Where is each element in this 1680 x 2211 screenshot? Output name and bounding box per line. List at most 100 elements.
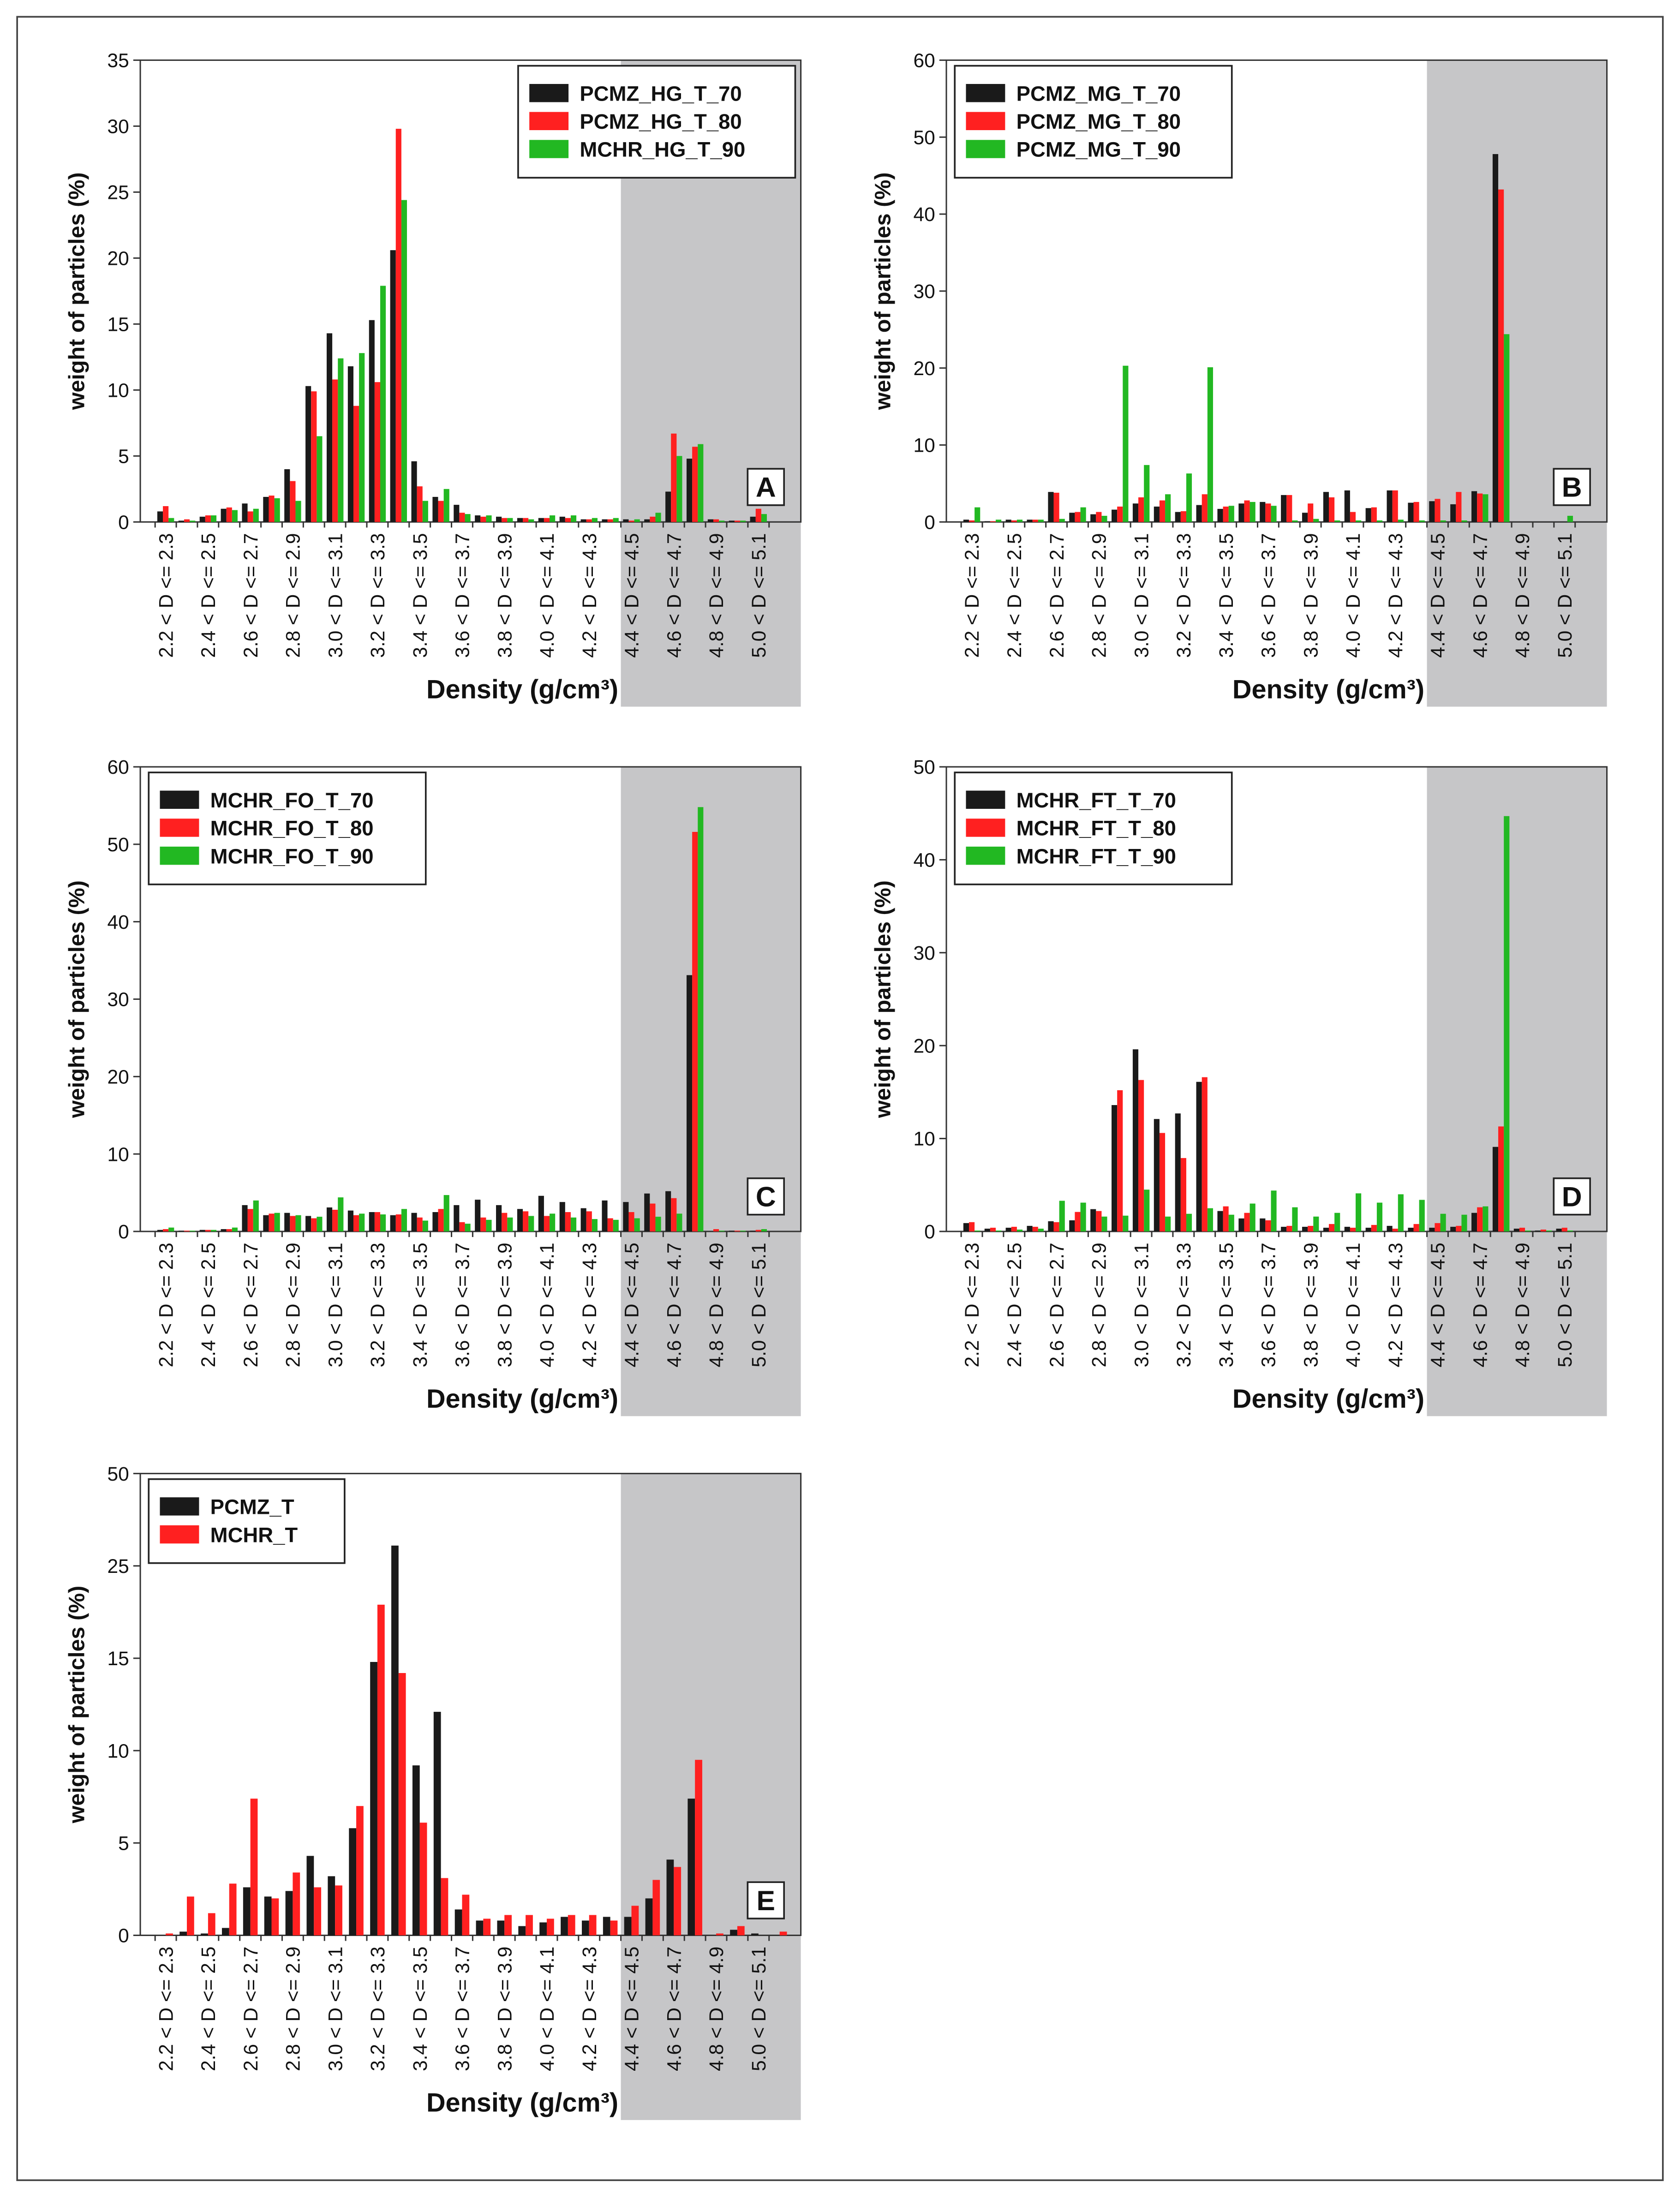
x-tick-label: 4.8 < D <= 4.9 [705, 1947, 727, 2071]
legend-text: MCHR_T [210, 1523, 298, 1547]
bar [1053, 492, 1059, 522]
bar [1228, 506, 1234, 522]
x-tick-label: 3.0 < D <= 3.1 [1130, 1243, 1152, 1367]
bar [1328, 1224, 1335, 1231]
x-tick-label: 3.4 < D <= 3.5 [1215, 1243, 1237, 1367]
bar [628, 1212, 634, 1231]
bar [1154, 1119, 1160, 1231]
bar [1011, 520, 1017, 522]
bar [963, 520, 969, 522]
bar [247, 1209, 253, 1231]
bar [328, 1876, 335, 1936]
bar [486, 1219, 492, 1231]
bar [1217, 1211, 1223, 1231]
bar [644, 519, 650, 522]
bar [528, 519, 534, 522]
bar [186, 1896, 194, 1936]
bar [1101, 1216, 1107, 1231]
x-tick-label: 5.0 < D <= 5.1 [1554, 1243, 1576, 1367]
plot-frame [139, 1473, 802, 1936]
bar [528, 1216, 534, 1231]
bar [1048, 492, 1054, 522]
bar [550, 515, 556, 522]
bar [568, 1915, 575, 1936]
bar [502, 518, 508, 522]
panel: 0 10 20 30 40 50 60 2.2 < D <= 2.3 2.4 < D <= 2.… [65, 756, 802, 1416]
bar [592, 1219, 598, 1231]
bar [729, 520, 735, 522]
bar [1080, 1202, 1086, 1231]
bar [565, 518, 571, 522]
bar [628, 520, 634, 522]
bar [326, 1207, 333, 1231]
bar [1075, 512, 1081, 522]
bar [269, 1213, 275, 1231]
bar [475, 1200, 481, 1231]
panel-label-box [747, 1177, 785, 1216]
bar [229, 1883, 237, 1936]
bar [586, 1211, 592, 1231]
x-axis-title: Density (g/cm³) [426, 2088, 618, 2118]
x-tick-label: 3.6 < D <= 3.7 [1258, 533, 1279, 658]
y-tick-label: 10 [108, 1740, 129, 1762]
y-tick-label: 15 [108, 1648, 129, 1669]
y-tick-label: 40 [914, 849, 935, 871]
bar [671, 433, 677, 522]
bar [713, 1229, 719, 1231]
bar [1186, 1213, 1192, 1231]
bar [221, 1928, 229, 1936]
bar [1477, 493, 1483, 522]
bar [1048, 1221, 1054, 1231]
bar [990, 1227, 996, 1231]
bar [401, 1209, 407, 1231]
bar [692, 832, 698, 1231]
x-tick-label: 4.0 < D <= 4.1 [536, 533, 558, 658]
bar [157, 1230, 163, 1231]
x-tick-label: 2.4 < D <= 2.5 [197, 533, 219, 658]
legend-swatch [529, 84, 569, 102]
bar [1096, 512, 1102, 522]
bar [1334, 1213, 1340, 1231]
x-tick-label: 4.0 < D <= 4.1 [536, 1243, 558, 1367]
bar [326, 333, 333, 522]
x-tick-label: 5.0 < D <= 5.1 [748, 1947, 770, 2071]
bar [1498, 1126, 1504, 1231]
y-tick-label: 20 [108, 248, 129, 269]
x-tick-label: 5.0 < D <= 5.1 [1554, 533, 1576, 658]
x-tick-label: 3.2 < D <= 3.3 [367, 533, 389, 658]
bar [1244, 500, 1250, 522]
bar [1356, 520, 1362, 522]
bar [676, 1213, 682, 1231]
panel-label: E [757, 1885, 775, 1916]
bar [1413, 1224, 1419, 1231]
bar [1413, 502, 1419, 522]
bar [274, 1213, 280, 1231]
legend-text: MCHR_FT_T_70 [1016, 789, 1176, 812]
x-tick-label: 2.4 < D <= 2.5 [197, 1947, 219, 2071]
bar [205, 515, 211, 522]
bar [644, 1193, 650, 1231]
bar [751, 1933, 759, 1936]
bar [1323, 1227, 1329, 1231]
bar [623, 519, 629, 522]
bar [295, 1215, 301, 1231]
bar [338, 358, 344, 522]
bar [1308, 503, 1314, 522]
x-tick-label: 4.2 < D <= 4.3 [1385, 1243, 1406, 1367]
bar [655, 1217, 661, 1231]
bar [546, 1918, 554, 1936]
x-tick-label: 2.6 < D <= 2.7 [1046, 1243, 1068, 1367]
y-tick-label: 10 [108, 1143, 129, 1165]
bar [581, 1920, 589, 1936]
bar [1461, 520, 1467, 522]
bar [274, 498, 280, 522]
y-tick-label: 5 [118, 1833, 129, 1854]
bar [317, 1217, 323, 1231]
bar [544, 1216, 550, 1231]
x-tick-label: 4.0 < D <= 4.1 [1342, 533, 1364, 658]
bar [395, 129, 401, 522]
bar [692, 447, 698, 522]
x-tick-label: 2.6 < D <= 2.7 [240, 1243, 262, 1367]
y-tick-label: 20 [108, 1066, 129, 1088]
